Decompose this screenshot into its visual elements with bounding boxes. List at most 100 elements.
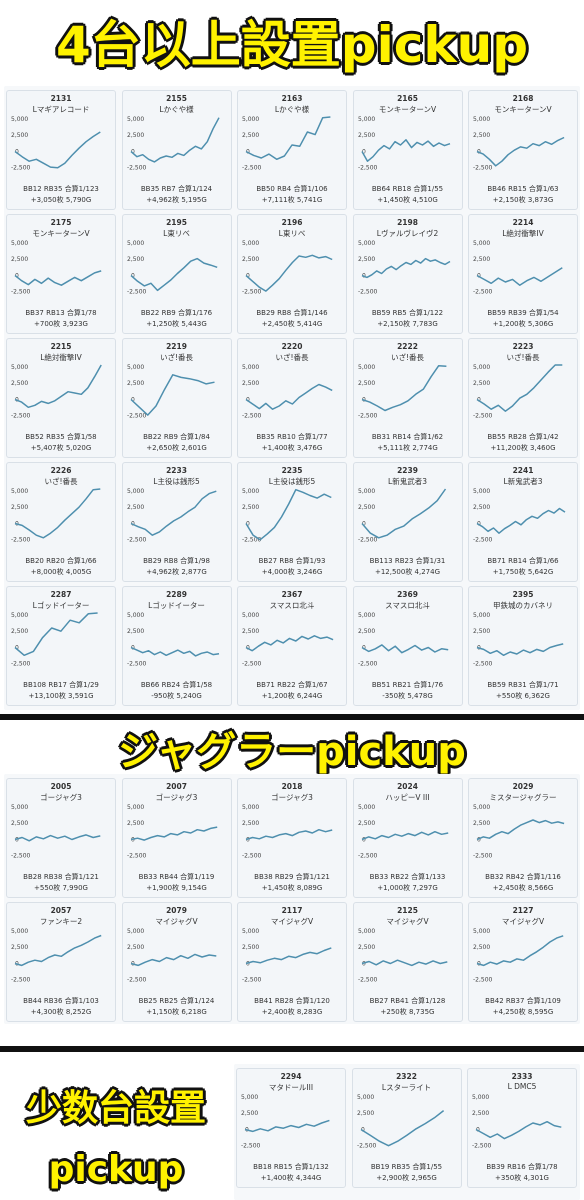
section-divider <box>0 714 584 720</box>
result-stats: +1,200枚 5,306G <box>492 320 554 328</box>
y-tick-2500: 2,500 <box>127 256 144 263</box>
bonus-stats: BB27 RB8 合算1/93 <box>258 557 326 565</box>
machine-card[interactable]: 2220 いざ!番長 5,000 2,500 0 -2,500 BB35 RB10 合算1/… <box>237 338 347 458</box>
machine-card[interactable]: 2367 スマスロ北斗 5,000 2,500 0 -2,500 BB71 RB22 合算1… <box>237 586 347 706</box>
machine-card[interactable]: 2168 モンキーターンV 5,000 2,500 0 -2,500 BB46 RB15 合… <box>468 90 578 210</box>
y-tick-0: 0 <box>246 836 250 843</box>
y-tick-5000: 5,000 <box>358 612 375 619</box>
machine-card[interactable]: 2222 いざ!番長 5,000 2,500 0 -2,500 BB31 RB14 合算1/… <box>352 338 463 458</box>
y-tick-2500: 2,500 <box>11 380 28 387</box>
bonus-stats: BB50 RB4 合算1/106 <box>256 185 328 193</box>
machine-card[interactable]: 2219 いざ!番長 5,000 2,500 0 -2,500 BB22 RB9 合算1/8… <box>121 338 232 458</box>
slump-line <box>360 139 450 162</box>
slump-line <box>14 131 101 169</box>
machine-card[interactable]: 2131 Lマギアレコード 5,000 2,500 0 -2,500 BB12 RB35 合… <box>6 90 116 210</box>
machine-card[interactable]: 2007 ゴージャグ3 5,000 2,500 0 -2,500 BB33 RB44 合算1… <box>121 778 232 898</box>
bonus-stats: BB18 RB15 合算1/132 <box>253 1163 329 1171</box>
bonus-stats: BB71 RB22 合算1/67 <box>256 681 328 689</box>
y-tick-neg-2500: -2,500 <box>358 853 378 860</box>
slump-line <box>244 1119 330 1133</box>
machine-card[interactable]: 2215 L絶対衝撃IV 5,000 2,500 0 -2,500 BB52 RB35 合算… <box>6 338 116 458</box>
machine-card[interactable]: 2195 L東リベ 5,000 2,500 0 -2,500 BB22 RB9 合算1/17… <box>121 214 232 334</box>
machine-name: モンキーターンV <box>378 105 437 114</box>
machine-name: いざ!番長 <box>506 353 540 362</box>
y-tick-5000: 5,000 <box>11 364 28 371</box>
slump-line <box>476 935 564 967</box>
machine-card[interactable]: 2163 Lかぐや様 5,000 2,500 0 -2,500 BB50 RB4 合算1/1… <box>237 90 347 210</box>
machine-card[interactable]: 2235 L主役は銭形5 5,000 2,500 0 -2,500 BB27 RB8 合算1… <box>237 462 347 582</box>
machine-name: Lかぐや様 <box>159 105 194 114</box>
y-tick-neg-2500: -2,500 <box>127 289 147 296</box>
machine-card[interactable]: 2005 ゴージャグ3 5,000 2,500 0 -2,500 BB28 RB38 合算1… <box>6 778 116 898</box>
y-tick-neg-2500: -2,500 <box>242 977 262 984</box>
y-tick-neg-2500: -2,500 <box>11 289 31 296</box>
machine-number: 2117 <box>281 906 303 915</box>
machine-card[interactable]: 2024 ハッピーV III 5,000 2,500 0 -2,500 BB33 RB22 … <box>352 778 463 898</box>
bonus-stats: BB113 RB23 合算1/31 <box>369 557 446 565</box>
result-stats: +1,900枚 9,154G <box>146 884 207 892</box>
machine-card[interactable]: 2214 L絶対衝撃IV 5,000 2,500 0 -2,500 BB59 RB39 合算… <box>468 214 578 334</box>
machine-card[interactable]: 2289 Lゴッドイーター 5,000 2,500 0 -2,500 BB66 RB24 合… <box>121 586 232 706</box>
slump-line <box>361 257 450 279</box>
machine-card[interactable]: 2322 Lスターライト 5,000 2,500 0 -2,500 BB19 RB35 合算… <box>351 1068 462 1188</box>
machine-card[interactable]: 2165 モンキーターンV 5,000 2,500 0 -2,500 BB64 RB18 合… <box>352 90 463 210</box>
machine-card[interactable]: 2333 L DMC5 5,000 2,500 0 -2,500 BB39 RB16 合算1… <box>467 1068 577 1188</box>
result-stats: +12,500枚 4,274G <box>374 568 441 576</box>
y-tick-neg-2500: -2,500 <box>11 977 31 984</box>
bonus-stats: BB33 RB22 合算1/133 <box>369 873 446 881</box>
machine-card[interactable]: 2117 マイジャグV 5,000 2,500 0 -2,500 BB41 RB28 合算1… <box>237 902 347 1022</box>
machine-card[interactable]: 2241 L新鬼武者3 5,000 2,500 0 -2,500 BB71 RB14 合算1… <box>468 462 578 582</box>
machine-card[interactable]: 2223 いざ!番長 5,000 2,500 0 -2,500 BB55 RB28 合算1/… <box>468 338 578 458</box>
slump-line <box>14 488 101 539</box>
y-tick-5000: 5,000 <box>11 804 28 811</box>
result-stats: +1,750枚 5,642G <box>492 568 554 576</box>
machine-card[interactable]: 2127 マイジャグV 5,000 2,500 0 -2,500 BB42 RB37 合算1… <box>468 902 578 1022</box>
y-tick-0: 0 <box>131 836 135 843</box>
machine-name: ゴージャグ3 <box>271 793 313 802</box>
machine-card[interactable]: 2079 マイジャグV 5,000 2,500 0 -2,500 BB25 RB25 合算1… <box>121 902 232 1022</box>
machine-card[interactable]: 2018 ゴージャグ3 5,000 2,500 0 -2,500 BB38 RB29 合算1… <box>237 778 347 898</box>
machine-card[interactable]: 2287 Lゴッドイーター 5,000 2,500 0 -2,500 BB108 RB17 … <box>6 586 116 706</box>
y-tick-0: 0 <box>246 520 250 527</box>
machine-card[interactable]: 2125 マイジャグV 5,000 2,500 0 -2,500 BB27 RB41 合算1… <box>352 902 463 1022</box>
y-tick-5000: 5,000 <box>473 804 490 811</box>
machine-card[interactable]: 2369 スマスロ北斗 5,000 2,500 0 -2,500 BB51 RB21 合算1… <box>352 586 463 706</box>
y-tick-5000: 5,000 <box>473 612 490 619</box>
slump-line <box>476 364 563 412</box>
machine-card[interactable]: 2057 ファンキー2 5,000 2,500 0 -2,500 BB44 RB36 合算1… <box>6 902 116 1022</box>
machine-card[interactable]: 2226 いざ!番長 5,000 2,500 0 -2,500 BB20 RB20 合算1/… <box>6 462 116 582</box>
machine-card[interactable]: 2198 Lヴァルヴレイヴ2 5,000 2,500 0 -2,500 BB59 RB5 合… <box>352 214 463 334</box>
slump-line <box>245 947 332 965</box>
slump-line <box>245 254 333 292</box>
y-tick-5000: 5,000 <box>127 116 144 123</box>
y-tick-2500: 2,500 <box>127 820 144 827</box>
machine-name: いざ!番長 <box>390 353 424 362</box>
y-tick-neg-2500: -2,500 <box>473 661 493 668</box>
machine-card[interactable]: 2029 ミスタージャグラー 5,000 2,500 0 -2,500 BB32 RB42 … <box>468 778 578 898</box>
machine-card[interactable]: 2395 甲鉄城のカバネリ 5,000 2,500 0 -2,500 BB59 RB31 合… <box>468 586 578 706</box>
machine-number: 2024 <box>397 782 418 791</box>
y-tick-5000: 5,000 <box>358 928 375 935</box>
machine-card[interactable]: 2239 L新鬼武者3 5,000 2,500 0 -2,500 BB113 RB23 合算… <box>352 462 463 582</box>
y-tick-neg-2500: -2,500 <box>11 661 31 668</box>
y-tick-0: 0 <box>15 272 19 279</box>
bonus-stats: BB12 RB35 合算1/123 <box>23 185 99 193</box>
y-tick-2500: 2,500 <box>473 820 490 827</box>
machine-name: ゴージャグ3 <box>155 793 198 802</box>
y-tick-5000: 5,000 <box>241 1094 258 1101</box>
machine-card[interactable]: 2196 L東リベ 5,000 2,500 0 -2,500 BB29 RB8 合算1/14… <box>237 214 347 334</box>
y-tick-0: 0 <box>362 836 366 843</box>
machine-card[interactable]: 2175 モンキーターンV 5,000 2,500 0 -2,500 BB37 RB13 合… <box>6 214 116 334</box>
y-tick-0: 0 <box>246 960 250 967</box>
machine-card[interactable]: 2233 L主役は銭形5 5,000 2,500 0 -2,500 BB29 RB8 合算1… <box>121 462 232 582</box>
machine-name: Lスターライト <box>381 1083 432 1092</box>
machine-card[interactable]: 2294 マタドールIII 5,000 2,500 0 -2,500 BB18 RB15 合… <box>236 1068 346 1188</box>
machine-card[interactable]: 2155 Lかぐや様 5,000 2,500 0 -2,500 BB35 RB7 合算1/1… <box>121 90 232 210</box>
y-tick-2500: 2,500 <box>358 628 375 635</box>
result-stats: +1,150枚 6,218G <box>146 1008 207 1016</box>
y-tick-5000: 5,000 <box>242 612 259 619</box>
